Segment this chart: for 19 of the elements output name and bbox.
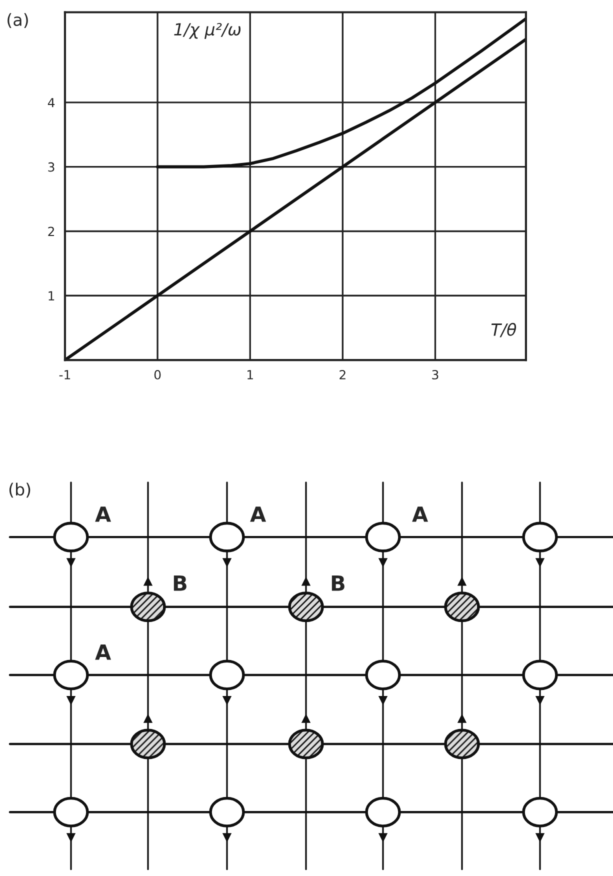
text: (b) (9, 482, 30, 498)
x-tick-label: 3 (432, 370, 438, 380)
text: (a) (8, 13, 28, 28)
text: A (95, 644, 112, 660)
y-tick-label: 1 (48, 291, 54, 300)
x-axis-title: T/θ (491, 322, 516, 338)
x-tick-label: 0 (154, 370, 161, 380)
text: B (332, 576, 344, 591)
y-tick-label: 4 (48, 98, 55, 108)
text: B (174, 576, 186, 591)
x-tick-label: -1 (59, 370, 70, 380)
x-tick-label: 1 (248, 370, 253, 380)
text: A (250, 506, 266, 522)
text: A (95, 506, 112, 522)
x-tick-label: 2 (340, 370, 346, 380)
y-tick-label: 2 (48, 226, 54, 236)
text: A (412, 506, 428, 522)
y-tick-label: 3 (48, 162, 54, 172)
y-axis-title: 1/χ μ²/ω (174, 22, 241, 39)
